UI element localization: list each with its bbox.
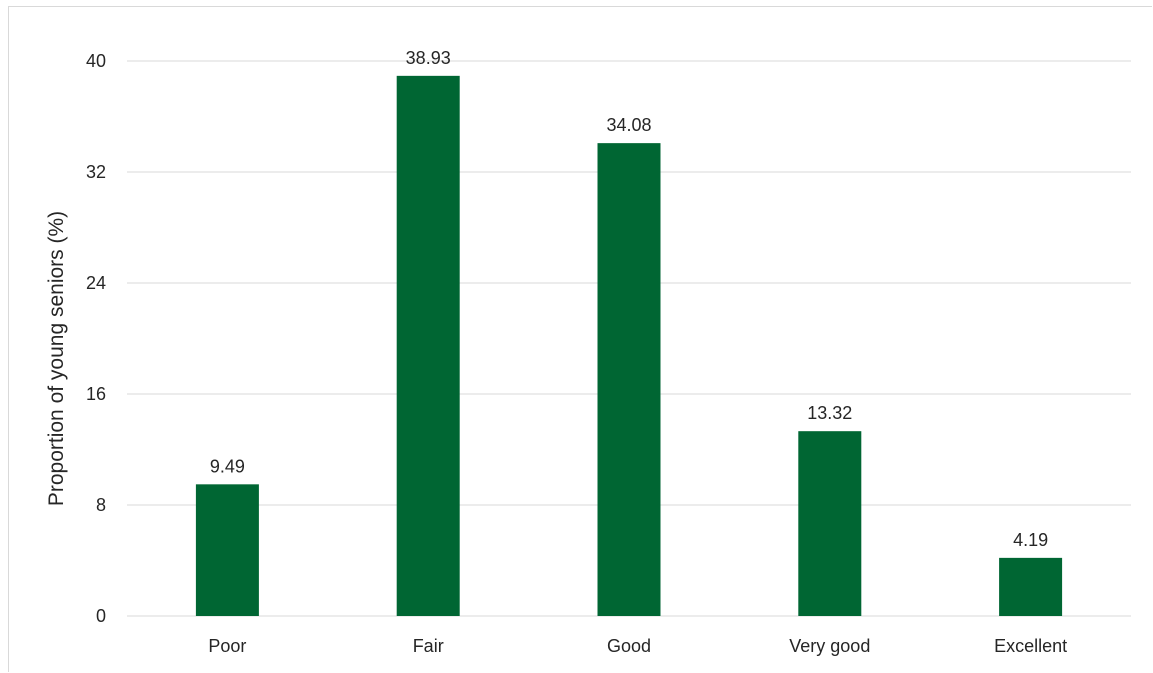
x-tick-label-good: Good	[607, 636, 651, 656]
y-tick-label-24: 24	[86, 273, 106, 293]
bars	[195, 75, 1063, 616]
data-label-excellent: 4.19	[1013, 530, 1048, 550]
bar-poor	[195, 484, 259, 616]
data-label-good: 34.08	[606, 115, 651, 135]
x-tick-label-poor: Poor	[208, 636, 246, 656]
chart-frame	[8, 6, 1152, 672]
data-label-fair: 38.93	[406, 48, 451, 68]
y-axis-ticks: 0 8 16 24 32 40	[86, 51, 106, 626]
y-tick-label-32: 32	[86, 162, 106, 182]
bar-fair	[396, 75, 460, 616]
y-axis-title: Proportion of young seniors (%)	[45, 211, 68, 506]
data-label-poor: 9.49	[210, 456, 245, 476]
x-tick-label-fair: Fair	[413, 636, 444, 656]
bar-excellent	[999, 557, 1063, 616]
x-tick-label-very-good: Very good	[789, 636, 870, 656]
y-tick-label-0: 0	[96, 606, 106, 626]
x-tick-label-excellent: Excellent	[994, 636, 1067, 656]
bar-good	[597, 143, 661, 616]
y-tick-label-40: 40	[86, 51, 106, 71]
data-labels: 9.49 38.93 34.08 13.32 4.19	[210, 48, 1048, 550]
y-tick-label-8: 8	[96, 495, 106, 515]
bar-very-good	[798, 431, 862, 616]
x-axis-ticks: Poor Fair Good Very good Excellent	[208, 636, 1067, 656]
y-tick-label-16: 16	[86, 384, 106, 404]
data-label-very-good: 13.32	[807, 403, 852, 423]
